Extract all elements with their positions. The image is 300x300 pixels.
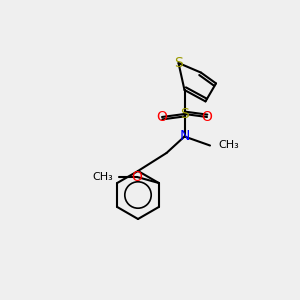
Text: S: S <box>180 107 189 121</box>
Text: O: O <box>132 170 142 184</box>
Text: O: O <box>202 110 212 124</box>
Text: S: S <box>174 56 183 70</box>
Text: O: O <box>157 110 167 124</box>
Text: CH₃: CH₃ <box>218 140 239 151</box>
Text: N: N <box>179 130 190 143</box>
Text: CH₃: CH₃ <box>92 172 113 182</box>
